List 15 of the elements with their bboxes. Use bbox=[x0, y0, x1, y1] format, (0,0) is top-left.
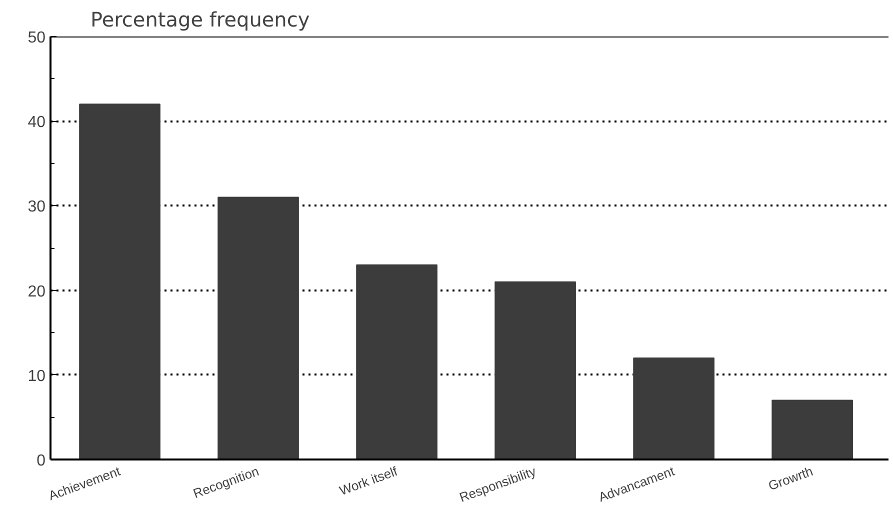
y-tick-label: 0 bbox=[36, 452, 46, 470]
bar bbox=[633, 357, 714, 460]
y-tick-label: 30 bbox=[28, 198, 46, 216]
bar bbox=[494, 281, 576, 460]
bar bbox=[79, 104, 160, 460]
y-tick-label: 10 bbox=[28, 368, 46, 385]
bar bbox=[356, 264, 438, 460]
x-tick-label: Work itself bbox=[337, 463, 400, 498]
bar bbox=[218, 196, 299, 460]
x-tick-label: Growrth bbox=[766, 463, 815, 494]
y-tick-label: 20 bbox=[28, 283, 46, 300]
bar bbox=[772, 400, 853, 460]
chart-title: Percentage frequency bbox=[90, 8, 310, 32]
y-tick-label: 50 bbox=[28, 30, 46, 46]
y-tick-label: 40 bbox=[28, 114, 46, 132]
